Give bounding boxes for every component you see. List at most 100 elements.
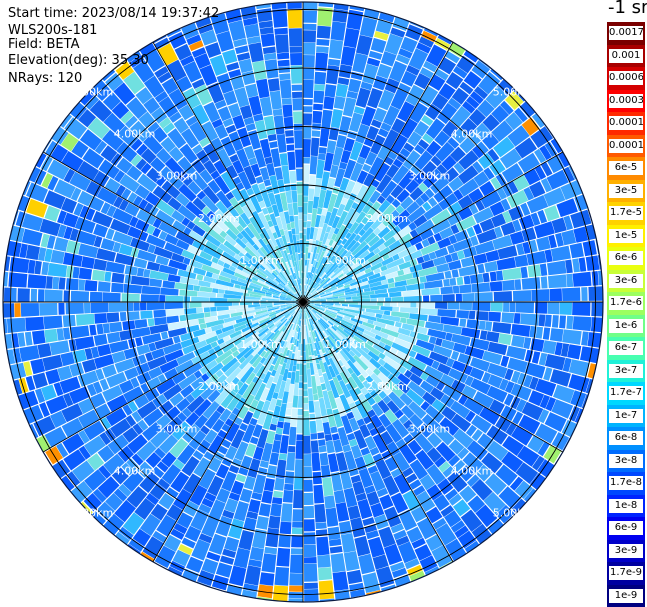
range-gate bbox=[193, 254, 213, 267]
range-gate bbox=[248, 304, 261, 308]
range-gate bbox=[85, 208, 96, 221]
range-gate bbox=[208, 533, 227, 555]
range-gate bbox=[158, 230, 168, 241]
range-gate bbox=[420, 192, 430, 203]
range-gate bbox=[415, 219, 435, 235]
range-gate bbox=[275, 305, 293, 313]
range-gate bbox=[60, 114, 73, 128]
range-gate bbox=[304, 563, 318, 582]
range-gate bbox=[205, 271, 213, 278]
range-gate bbox=[169, 175, 184, 190]
range-gate bbox=[81, 256, 95, 269]
range-gate bbox=[353, 106, 365, 115]
range-gate bbox=[42, 354, 63, 371]
colorbar-tick-label: 6e-9 bbox=[609, 521, 643, 535]
range-gate bbox=[469, 274, 477, 284]
range-gate bbox=[73, 202, 84, 217]
range-gate bbox=[291, 228, 296, 235]
range-gate bbox=[303, 505, 315, 519]
range-gate bbox=[167, 327, 187, 338]
range-gate bbox=[239, 257, 252, 268]
range-gate bbox=[405, 179, 420, 194]
range-gate bbox=[591, 302, 603, 317]
range-gate bbox=[176, 512, 193, 529]
range-gate bbox=[215, 464, 230, 479]
range-gate bbox=[300, 284, 302, 291]
range-gate bbox=[421, 30, 437, 43]
range-gate bbox=[398, 245, 417, 259]
range-gate bbox=[292, 365, 297, 372]
range-gate bbox=[242, 327, 254, 337]
range-gate bbox=[254, 310, 272, 318]
range-gate bbox=[496, 187, 507, 200]
range-gate bbox=[334, 318, 341, 323]
range-gate bbox=[61, 475, 75, 491]
range-gate bbox=[22, 181, 31, 196]
range-gate bbox=[418, 266, 438, 277]
range-gate bbox=[70, 290, 90, 302]
range-gate bbox=[298, 389, 303, 396]
range-gate bbox=[453, 162, 465, 174]
range-gate bbox=[383, 236, 397, 248]
colorbar-swatch: 1.7e-9 bbox=[607, 562, 645, 585]
range-gate bbox=[275, 427, 283, 435]
range-gate bbox=[437, 34, 452, 45]
range-gate bbox=[290, 267, 296, 280]
range-gate bbox=[343, 328, 355, 338]
range-gate bbox=[268, 398, 277, 412]
range-gate bbox=[290, 408, 298, 427]
range-gate bbox=[136, 344, 151, 356]
range-gate bbox=[151, 348, 165, 360]
range-gate bbox=[392, 158, 403, 169]
range-gate bbox=[97, 344, 112, 357]
range-gate bbox=[392, 209, 411, 226]
range-gate bbox=[185, 115, 198, 127]
range-gate bbox=[293, 490, 303, 509]
range-gate bbox=[340, 415, 353, 434]
range-gate bbox=[222, 335, 231, 342]
range-gate bbox=[281, 235, 288, 248]
range-gate bbox=[524, 362, 546, 379]
range-gate bbox=[179, 143, 198, 164]
range-gate bbox=[25, 375, 36, 391]
range-gate bbox=[304, 265, 307, 284]
range-gate bbox=[351, 181, 363, 195]
range-gate bbox=[293, 383, 299, 396]
range-gate bbox=[307, 297, 314, 301]
range-gate bbox=[409, 187, 424, 201]
range-gate bbox=[34, 260, 42, 275]
range-gate bbox=[60, 352, 75, 367]
range-gate bbox=[380, 327, 400, 338]
range-gate bbox=[500, 198, 511, 211]
range-gate bbox=[139, 471, 160, 493]
range-gate bbox=[398, 509, 417, 531]
range-gate bbox=[259, 372, 266, 380]
range-gate bbox=[227, 205, 240, 219]
range-gate bbox=[442, 384, 462, 402]
range-gate bbox=[196, 190, 207, 200]
range-gate bbox=[157, 43, 179, 66]
range-gate bbox=[6, 240, 22, 257]
range-gate bbox=[304, 557, 317, 564]
range-gate bbox=[257, 339, 272, 356]
range-gate bbox=[203, 307, 211, 313]
range-gate bbox=[465, 410, 476, 423]
range-gate bbox=[318, 309, 335, 320]
range-gate bbox=[215, 329, 223, 335]
range-gate bbox=[159, 359, 179, 374]
range-gate bbox=[470, 91, 484, 105]
range-gate bbox=[543, 187, 566, 207]
range-gate bbox=[327, 320, 334, 326]
range-gate bbox=[70, 481, 93, 503]
range-gate bbox=[216, 190, 232, 209]
range-gate bbox=[85, 95, 99, 110]
range-gate bbox=[41, 261, 49, 276]
range-gate bbox=[448, 493, 462, 506]
range-gate bbox=[277, 179, 285, 193]
range-gate bbox=[239, 488, 253, 503]
range-gate bbox=[421, 287, 440, 296]
range-gate bbox=[349, 241, 361, 253]
range-gate bbox=[199, 213, 213, 226]
colorbar: 0.00170.0010.00060.00030.000170.00016e-5… bbox=[607, 22, 645, 607]
range-gate bbox=[105, 228, 115, 240]
